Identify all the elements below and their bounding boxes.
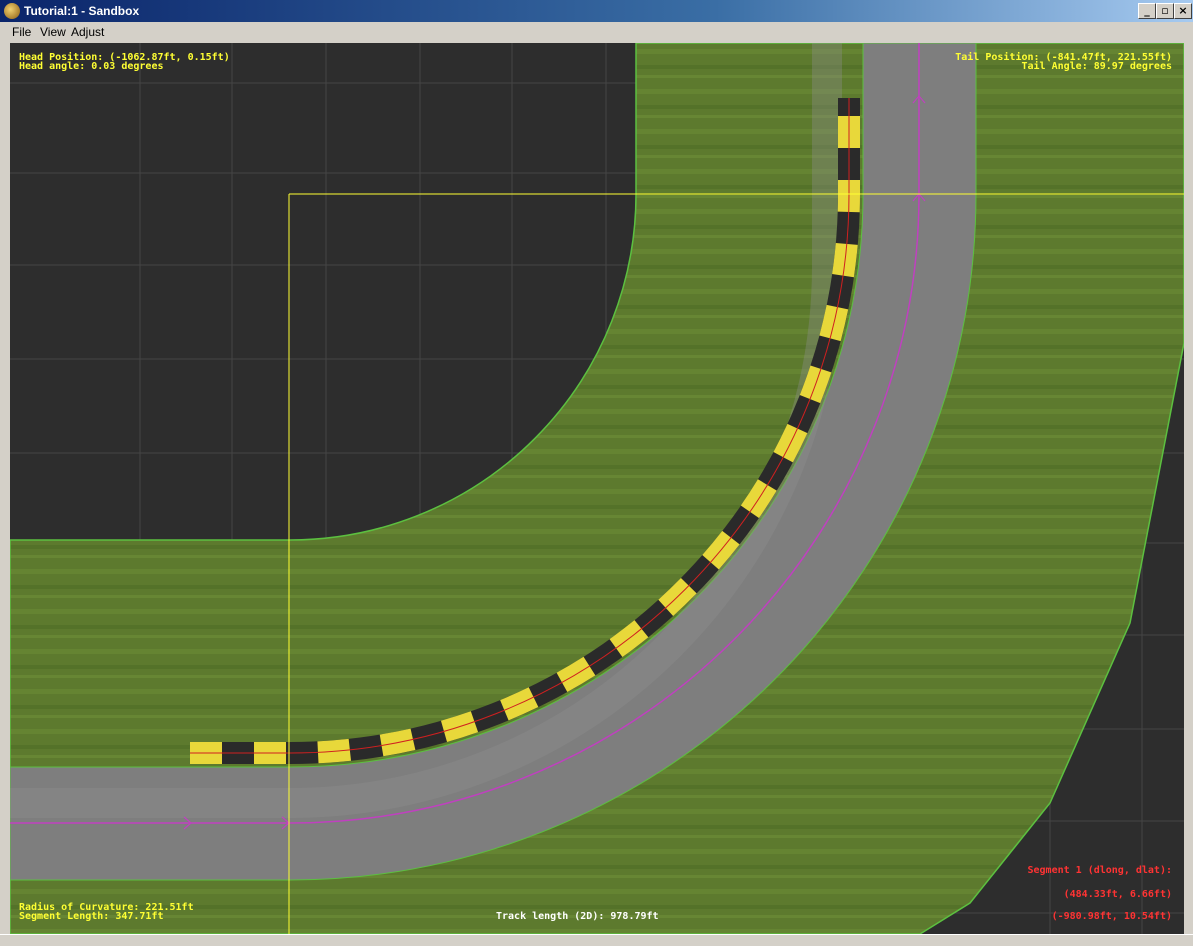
tail-position-readout: Tail Position: (-841.47ft, 221.55ft) — [955, 52, 1172, 63]
segment-offset-readout: (484.33ft, 6.66ft) — [1063, 889, 1172, 900]
right-frame — [1184, 43, 1193, 934]
segment-length-readout: Segment Length: 347.71ft — [19, 911, 164, 922]
curb-centerline — [190, 98, 850, 754]
title-bar[interactable]: Tutorial:1 - Sandbox _ ▫ × — [0, 0, 1193, 22]
window-title: Tutorial:1 - Sandbox — [24, 4, 140, 18]
head-position-readout: Head Position: (-1062.87ft, 0.15ft) — [19, 52, 230, 63]
status-bar — [0, 934, 1193, 946]
maximize-button[interactable]: ▫ — [1156, 3, 1174, 19]
track-canvas[interactable] — [10, 43, 1184, 934]
segment-offset-2-readout: (-980.98ft, 10.54ft) — [1051, 911, 1172, 922]
left-frame — [0, 43, 10, 934]
road — [10, 43, 977, 881]
road-centerline — [10, 43, 920, 824]
radius-readout: Radius of Curvature: 221.51ft — [19, 902, 194, 913]
menu-file[interactable]: File — [12, 25, 32, 39]
track-length-readout: Track length (2D): 978.79ft — [496, 911, 659, 922]
minimize-button[interactable]: _ — [1138, 3, 1156, 19]
menu-view[interactable]: View — [40, 25, 66, 39]
segment-guides — [288, 193, 1184, 934]
track-viewport[interactable]: Head Position: (-1062.87ft, 0.15ft) Head… — [10, 43, 1184, 934]
tail-angle-readout: Tail Angle: 89.97 degrees — [1021, 61, 1172, 72]
head-angle-readout: Head angle: 0.03 degrees — [19, 61, 164, 72]
segment-info-readout: Segment 1 (dlong, dlat): — [1027, 865, 1173, 876]
app-icon — [4, 3, 20, 19]
close-button[interactable]: × — [1174, 3, 1192, 19]
menu-adjust[interactable]: Adjust — [71, 25, 105, 39]
menu-bar: File View Adjust — [0, 22, 1193, 42]
